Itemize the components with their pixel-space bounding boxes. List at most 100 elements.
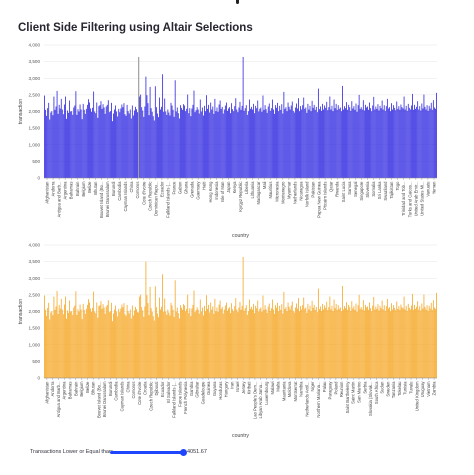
bar[interactable] bbox=[375, 306, 377, 378]
bar[interactable] bbox=[168, 112, 170, 178]
bar[interactable] bbox=[75, 291, 77, 378]
bar[interactable] bbox=[309, 305, 311, 378]
bar[interactable] bbox=[305, 307, 307, 378]
bar[interactable] bbox=[269, 110, 271, 178]
bar[interactable] bbox=[413, 309, 414, 378]
bar[interactable] bbox=[296, 103, 297, 178]
bar[interactable] bbox=[363, 310, 365, 378]
bar[interactable] bbox=[194, 112, 196, 178]
bar[interactable] bbox=[126, 304, 128, 378]
bar[interactable] bbox=[395, 110, 397, 178]
bar[interactable] bbox=[208, 304, 210, 378]
bar[interactable] bbox=[367, 106, 368, 178]
bar[interactable] bbox=[281, 104, 283, 178]
bar[interactable] bbox=[370, 108, 372, 178]
bar[interactable] bbox=[280, 309, 282, 378]
bar[interactable] bbox=[300, 106, 301, 178]
bar[interactable] bbox=[171, 105, 173, 178]
bar[interactable] bbox=[403, 296, 405, 378]
bar[interactable] bbox=[165, 111, 167, 179]
bar[interactable] bbox=[81, 319, 83, 378]
bar[interactable] bbox=[196, 307, 198, 378]
bar[interactable] bbox=[379, 105, 381, 178]
bar[interactable] bbox=[120, 108, 122, 178]
bar[interactable] bbox=[435, 308, 436, 378]
bar[interactable] bbox=[335, 103, 337, 178]
bar[interactable] bbox=[383, 305, 385, 378]
bar[interactable] bbox=[333, 99, 335, 178]
bar[interactable] bbox=[122, 107, 124, 178]
bar[interactable] bbox=[118, 308, 120, 378]
bar[interactable] bbox=[360, 307, 362, 378]
bar[interactable] bbox=[114, 109, 115, 178]
bar[interactable] bbox=[183, 304, 184, 378]
bar[interactable] bbox=[81, 119, 83, 178]
bar[interactable] bbox=[290, 305, 292, 378]
bar[interactable] bbox=[405, 105, 407, 178]
bar[interactable] bbox=[261, 111, 263, 178]
bar[interactable] bbox=[188, 113, 190, 178]
bar[interactable] bbox=[117, 316, 119, 378]
bar[interactable] bbox=[73, 107, 75, 178]
bar[interactable] bbox=[130, 318, 132, 378]
bar[interactable] bbox=[246, 314, 248, 378]
bar[interactable] bbox=[386, 298, 388, 378]
bar[interactable] bbox=[395, 310, 397, 378]
bar[interactable] bbox=[362, 100, 364, 178]
bar[interactable] bbox=[301, 109, 303, 178]
bar[interactable] bbox=[44, 295, 45, 378]
bar[interactable] bbox=[397, 308, 399, 378]
bar[interactable] bbox=[270, 108, 272, 178]
bar[interactable] bbox=[407, 103, 409, 178]
bar[interactable] bbox=[219, 300, 221, 378]
bar[interactable] bbox=[283, 291, 285, 378]
bar[interactable] bbox=[343, 109, 344, 178]
bar[interactable] bbox=[233, 311, 235, 378]
bar[interactable] bbox=[307, 103, 309, 178]
bar[interactable] bbox=[157, 313, 158, 378]
bar[interactable] bbox=[159, 97, 160, 178]
bar[interactable] bbox=[80, 109, 82, 178]
bar[interactable] bbox=[119, 312, 121, 378]
bar[interactable] bbox=[304, 308, 306, 378]
bar[interactable] bbox=[288, 306, 290, 378]
bar[interactable] bbox=[432, 300, 434, 378]
bar[interactable] bbox=[181, 107, 182, 178]
bar[interactable] bbox=[163, 111, 165, 178]
bar[interactable] bbox=[319, 309, 320, 378]
bar[interactable] bbox=[290, 105, 292, 178]
bar[interactable] bbox=[372, 105, 374, 178]
bar[interactable] bbox=[358, 294, 360, 378]
bar[interactable] bbox=[253, 103, 254, 178]
bar[interactable] bbox=[117, 116, 119, 178]
bar[interactable] bbox=[222, 313, 224, 378]
bar[interactable] bbox=[211, 309, 213, 378]
bar[interactable] bbox=[380, 308, 382, 378]
bar[interactable] bbox=[377, 104, 379, 178]
bar[interactable] bbox=[324, 105, 326, 178]
bar[interactable] bbox=[88, 299, 89, 378]
bar[interactable] bbox=[430, 102, 432, 178]
bar[interactable] bbox=[354, 309, 356, 378]
bar[interactable] bbox=[196, 107, 198, 178]
bar[interactable] bbox=[419, 106, 421, 178]
bar[interactable] bbox=[172, 309, 174, 378]
bar[interactable] bbox=[322, 303, 323, 378]
bar[interactable] bbox=[116, 311, 118, 379]
bar[interactable] bbox=[238, 107, 240, 178]
bar[interactable] bbox=[248, 299, 250, 378]
bar[interactable] bbox=[251, 106, 252, 178]
bar[interactable] bbox=[240, 109, 242, 178]
bar[interactable] bbox=[237, 312, 239, 378]
bar[interactable] bbox=[332, 311, 334, 378]
bar[interactable] bbox=[152, 316, 154, 378]
bar[interactable] bbox=[436, 292, 437, 378]
bar[interactable] bbox=[332, 111, 334, 178]
bar[interactable] bbox=[101, 108, 103, 178]
bar[interactable] bbox=[52, 115, 54, 178]
bar[interactable] bbox=[165, 311, 167, 379]
bar[interactable] bbox=[294, 107, 296, 178]
bar[interactable] bbox=[160, 109, 161, 178]
bar[interactable] bbox=[348, 304, 350, 378]
bar[interactable] bbox=[285, 107, 287, 178]
